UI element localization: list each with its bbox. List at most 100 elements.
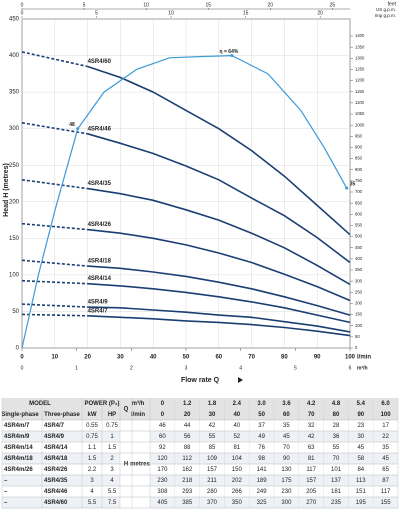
series-line bbox=[87, 315, 351, 337]
y-tick-label: 50 bbox=[12, 309, 19, 315]
table-cell: 40 bbox=[233, 412, 240, 418]
x-tick-label: 40 bbox=[150, 355, 157, 361]
table-cell: 189 bbox=[257, 478, 268, 484]
table-cell: 218 bbox=[182, 478, 193, 484]
table-cell: 52 bbox=[233, 434, 240, 440]
table-cell: 117 bbox=[306, 467, 316, 473]
y2-tick-label: 50 bbox=[355, 334, 360, 339]
x2-tick-label: 2 bbox=[130, 365, 133, 371]
table-cell: 60 bbox=[283, 412, 290, 418]
y2-tick-label: 400 bbox=[355, 256, 363, 261]
table-cell: 1 bbox=[110, 434, 114, 440]
table-cell: 3.0 bbox=[257, 401, 266, 407]
table: MODEL POWER (P₂)Single-phase Three-phase kW… bbox=[1, 398, 399, 509]
table-cell: 44 bbox=[184, 423, 191, 429]
efficiency-point bbox=[76, 127, 80, 131]
table-cell: 2 bbox=[110, 456, 114, 462]
table-cell: 230 bbox=[157, 478, 168, 484]
table-cell: 35 bbox=[283, 423, 290, 429]
series-line bbox=[87, 187, 351, 286]
y2-tick-label: 0 bbox=[355, 345, 358, 350]
table-cell: 81 bbox=[233, 445, 240, 451]
table-cell: 120 bbox=[157, 456, 168, 462]
table-cell: 211 bbox=[207, 478, 217, 484]
y2-tick-label: 550 bbox=[355, 223, 363, 228]
table-cell: 45 bbox=[283, 434, 290, 440]
x-tick-label: 100 bbox=[345, 355, 356, 361]
table-cell: 90 bbox=[357, 412, 364, 418]
top-tick-label: 25 bbox=[330, 2, 336, 8]
table-cell: 2.4 bbox=[233, 401, 242, 407]
table-cell: 5.4 bbox=[357, 401, 366, 407]
table-cell: 170 bbox=[157, 467, 168, 473]
y2-tick-label: 850 bbox=[355, 156, 363, 161]
table-cell: 4SR4m/14 bbox=[4, 445, 33, 451]
y2-tick-label: 600 bbox=[355, 211, 363, 216]
y2-tick-label: 750 bbox=[355, 178, 363, 183]
table-cell: – bbox=[4, 478, 8, 484]
top-tick-label: 15 bbox=[205, 2, 211, 8]
table-cell: 4 bbox=[90, 489, 94, 495]
top-tick-label: 10 bbox=[168, 10, 174, 16]
series-label: 4SR4/14 bbox=[88, 276, 112, 282]
y2-tick-label: 950 bbox=[355, 133, 363, 138]
top-tick-label: 5 bbox=[83, 2, 86, 8]
y2-tick-label: 500 bbox=[355, 234, 363, 239]
series-line bbox=[21, 51, 88, 68]
table-cell: 3 bbox=[110, 467, 114, 473]
table-cell: 3.6 bbox=[282, 401, 291, 407]
x2-tick-label: 3 bbox=[185, 365, 188, 371]
top-axis-title: US g.p.m. bbox=[376, 7, 396, 12]
efficiency-line bbox=[21, 54, 348, 349]
top-tick-label: 5 bbox=[95, 10, 98, 16]
table-cell: 230 bbox=[281, 489, 292, 495]
y-tick-label: 250 bbox=[9, 163, 20, 169]
table-cell: 151 bbox=[356, 489, 367, 495]
table-cell: 280 bbox=[207, 489, 218, 495]
table-cell: 1.1 bbox=[88, 445, 97, 451]
table-cell: 30 bbox=[209, 412, 216, 418]
top-tick-label: 15 bbox=[243, 10, 249, 16]
table-cell: 50 bbox=[258, 412, 265, 418]
table-cell: 0.75 bbox=[86, 434, 98, 440]
table-cell: 7.5 bbox=[108, 500, 117, 506]
table-cell: 42 bbox=[209, 423, 216, 429]
table-cell: 45 bbox=[357, 445, 364, 451]
y-tick-label: 200 bbox=[9, 199, 20, 205]
y2-tick-label: 1100 bbox=[355, 100, 365, 105]
table-cell: 76 bbox=[258, 445, 265, 451]
y2-tick-label: 1300 bbox=[355, 55, 365, 60]
y-axis-title: Head H (metres) bbox=[3, 163, 10, 217]
table-cell: metres bbox=[130, 462, 150, 468]
table-cell: kW bbox=[88, 412, 97, 418]
table-cell: 293 bbox=[182, 489, 193, 495]
series-label: 4SR4/26 bbox=[88, 222, 112, 228]
y2-tick-label: 700 bbox=[355, 189, 363, 194]
series-line bbox=[21, 259, 88, 267]
table-cell: 80 bbox=[333, 412, 340, 418]
y2-tick-label: 300 bbox=[355, 278, 363, 283]
table-cell: 155 bbox=[381, 500, 392, 506]
table-cell: 98 bbox=[258, 456, 265, 462]
table-cell: 92 bbox=[159, 445, 166, 451]
table-cell: 4SR4/18 bbox=[44, 456, 68, 462]
y2-tick-label: 1350 bbox=[355, 44, 365, 49]
table-cell: 205 bbox=[306, 489, 317, 495]
x-tick-label: 60 bbox=[215, 355, 222, 361]
table-cell: 0.75 bbox=[106, 423, 118, 429]
efficiency-label: 48 bbox=[69, 122, 75, 128]
x2-tick-label: 1 bbox=[75, 365, 78, 371]
table-cell: 49 bbox=[258, 434, 265, 440]
table-cell: 4SR4m/7 bbox=[4, 423, 30, 429]
table-cell: Q bbox=[124, 407, 129, 413]
x2-tick-label: 5 bbox=[294, 365, 297, 371]
table-cell: 0 bbox=[161, 401, 165, 407]
table-header-bg bbox=[2, 398, 398, 420]
x-tick-label: 70 bbox=[248, 355, 255, 361]
table-cell: 32 bbox=[308, 423, 315, 429]
y-tick-label: 100 bbox=[9, 272, 20, 278]
table-cell: 4SR4/60 bbox=[44, 500, 68, 506]
table-cell: 65 bbox=[382, 467, 389, 473]
series-line bbox=[21, 313, 88, 317]
table-cell: 37 bbox=[258, 423, 265, 429]
